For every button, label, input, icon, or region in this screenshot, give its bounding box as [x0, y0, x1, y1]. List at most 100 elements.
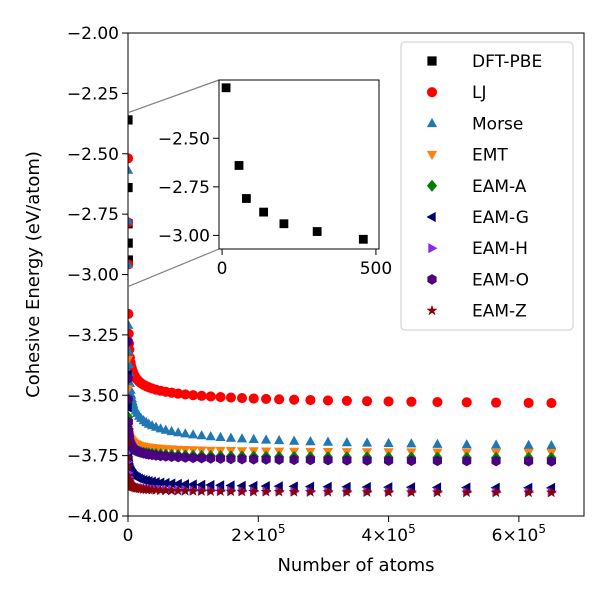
eam-z-point [304, 486, 316, 497]
eam-g-point [150, 477, 160, 488]
legend-marker-eam-o [427, 274, 437, 285]
legend-box [400, 41, 574, 331]
morse-point [305, 436, 316, 446]
eam-o-point [384, 455, 394, 466]
morse-point [196, 430, 207, 440]
legend-marker-eam-h [428, 243, 438, 254]
legend-marker-emt [426, 150, 438, 161]
eam-z-point [432, 486, 443, 497]
y-tick-label: −3.00 [67, 266, 119, 286]
eam-g-point [341, 481, 351, 492]
eam-g-point [260, 481, 270, 492]
legend-marker-dft-pbe [427, 56, 437, 66]
x-axis-label: Number of atoms [277, 555, 434, 576]
eam-o-point [462, 455, 472, 467]
y-tick-label: −3.50 [67, 386, 119, 406]
eam-o-point [237, 453, 247, 465]
lj-point [274, 394, 285, 405]
legend-item-eam-a: EAM-A [426, 177, 527, 197]
eam-z-point [490, 486, 502, 498]
eam-z-point [273, 486, 285, 497]
lj-point [248, 393, 259, 404]
morse-point [166, 425, 177, 436]
series-eam-z [128, 436, 557, 498]
legend: DFT-PBE LJ Morse EMT EAM-A EAM-G EAM-H EAM-O EAM… [400, 41, 574, 331]
morse-point [188, 429, 199, 439]
morse-point [128, 164, 134, 174]
eam-z-point [361, 486, 373, 497]
morse-point [461, 439, 472, 449]
lj-point [546, 397, 557, 409]
eam-o-point [128, 416, 133, 428]
inset-frame [218, 79, 380, 250]
y-tick-label: −4.00 [67, 507, 119, 527]
morse-point [128, 259, 134, 269]
legend-item-eam-h: EAM-H [428, 239, 528, 259]
eam-z-point [166, 484, 178, 496]
morse-point [322, 436, 333, 446]
morse-point [128, 215, 134, 225]
legend-label: EAM-O [472, 270, 529, 290]
emt-point [128, 385, 134, 395]
eam-o-point [215, 453, 226, 464]
y-tick-label: −2.50 [67, 145, 119, 165]
morse-point [173, 427, 184, 437]
eam-z-point [179, 485, 191, 496]
lj-point [322, 395, 334, 406]
morse-point [289, 435, 300, 445]
inset-x-tick-label: 0 [217, 259, 228, 279]
inset-y-tick-label: −3.00 [158, 226, 210, 246]
morse-point [215, 431, 226, 441]
legend-marker-morse [426, 117, 438, 128]
series-emt [128, 355, 557, 459]
legend-item-emt: EMT [426, 146, 508, 166]
y-tick-label: −2.00 [67, 24, 119, 44]
eam-g-point [172, 478, 182, 489]
eam-g-point [288, 481, 298, 492]
morse-point [248, 433, 259, 443]
x-axis: 0 2×105 4×105 6×105 [123, 516, 546, 546]
lj-point [523, 397, 534, 408]
eam-o-point [128, 373, 133, 384]
eam-g-point [196, 479, 206, 490]
eam-z-point [405, 486, 417, 497]
lj-point [236, 392, 248, 404]
eam-o-point [180, 452, 190, 463]
y-tick-label: −3.75 [67, 447, 119, 467]
lj-point [362, 396, 373, 407]
inset-dft-pbe-point [312, 227, 322, 236]
eam-z-point [128, 452, 134, 463]
eam-o-point [188, 452, 198, 464]
eam-z-point [236, 485, 248, 497]
x-tick-label: 2×105 [231, 522, 285, 546]
dft-pbe-point [128, 115, 133, 125]
eam-o-point [197, 452, 207, 464]
dft-pbe-point [128, 182, 133, 193]
inset-dft-pbe-point [241, 194, 251, 203]
eam-o-point [173, 451, 183, 463]
legend-marker-lj [426, 87, 438, 98]
emt-point [128, 355, 134, 365]
eam-z-point [322, 486, 334, 497]
lj-point [490, 397, 502, 408]
eam-z-point [128, 460, 134, 472]
y-tick-label: −2.75 [67, 205, 119, 225]
inset-y-tick-label: −2.75 [158, 178, 210, 198]
legend-item-lj: LJ [426, 83, 487, 103]
legend-item-eam-z: EAM-Z [426, 302, 527, 322]
eam-g-point [248, 480, 258, 491]
eam-o-point [342, 455, 352, 466]
lj-point [432, 396, 443, 408]
lj-point [128, 308, 134, 319]
legend-label: DFT-PBE [472, 52, 542, 72]
morse-point [341, 437, 352, 447]
x-tick-label: 6×105 [492, 522, 546, 546]
morse-point [383, 437, 394, 447]
inset-dft-pbe-point [221, 83, 231, 93]
morse-point [236, 433, 248, 443]
legend-label: Morse [472, 114, 523, 134]
lj-point [406, 396, 417, 407]
legend-item-eam-o: EAM-O [427, 270, 529, 290]
eam-g-point [155, 477, 165, 488]
lj-point [461, 397, 472, 408]
